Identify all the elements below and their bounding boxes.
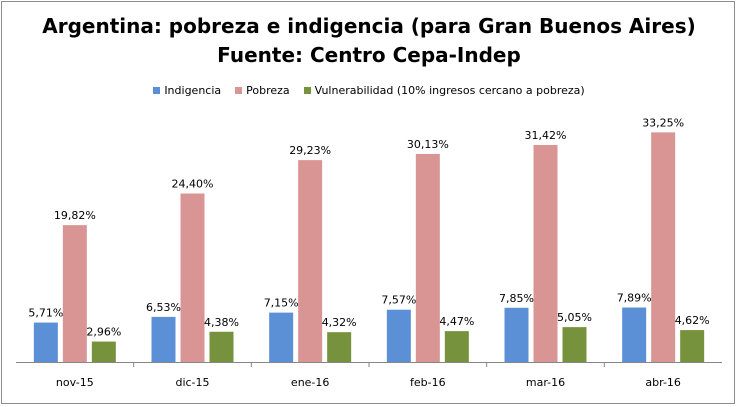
chart-title: Argentina: pobreza e indigencia (para Gr… <box>42 14 696 38</box>
bar <box>622 307 647 362</box>
x-tick-label: nov-15 <box>56 376 94 389</box>
x-tick-label: feb-16 <box>410 376 446 389</box>
bar <box>562 327 587 362</box>
legend-swatch <box>235 87 243 94</box>
bar <box>151 316 176 362</box>
legend-label: Vulnerabilidad (10% ingresos cercano a p… <box>314 84 585 97</box>
legend-item: Indigencia <box>153 84 221 97</box>
legend-item: Pobreza <box>235 84 290 97</box>
legend-label: Pobreza <box>246 84 290 97</box>
bar <box>327 332 352 362</box>
bar <box>62 225 87 362</box>
legend-item: Vulnerabilidad (10% ingresos cercano a p… <box>303 84 585 97</box>
data-label: 5,71% <box>28 307 63 320</box>
bar <box>415 153 440 362</box>
data-label: 7,85% <box>499 292 534 305</box>
legend-swatch <box>303 87 311 94</box>
data-label: 2,96% <box>86 326 121 339</box>
data-label: 6,53% <box>146 301 181 314</box>
bar <box>33 322 58 362</box>
data-label: 19,82% <box>54 209 96 222</box>
x-tick-label: ene-16 <box>291 376 329 389</box>
x-tick-label: dic-15 <box>175 376 209 389</box>
data-label: 24,40% <box>172 177 214 190</box>
bar <box>444 331 469 362</box>
legend-label: Indigencia <box>164 84 222 97</box>
data-label: 4,62% <box>675 314 710 327</box>
bar <box>91 341 116 362</box>
legend-swatch <box>153 87 161 94</box>
bar <box>269 312 294 362</box>
x-tick-label: mar-16 <box>526 376 565 389</box>
data-label: 4,38% <box>204 316 239 329</box>
x-tick-label: abr-16 <box>645 376 681 389</box>
chart-subtitle: Fuente: Centro Cepa-Indep <box>217 43 521 67</box>
bar <box>504 307 529 362</box>
data-label: 5,05% <box>557 311 592 324</box>
legend: Indigencia Pobreza Vulnerabilidad (10% ing… <box>0 84 738 97</box>
data-label: 4,47% <box>439 315 474 328</box>
bar <box>386 309 411 362</box>
bar <box>680 330 705 362</box>
bar <box>533 145 558 362</box>
bar <box>180 193 205 362</box>
data-label: 7,57% <box>381 294 416 307</box>
data-label: 33,25% <box>642 116 684 129</box>
bar <box>298 160 323 362</box>
data-label: 7,15% <box>264 297 299 310</box>
bar <box>651 132 676 362</box>
data-label: 29,23% <box>289 144 331 157</box>
data-label: 4,32% <box>322 316 357 329</box>
bar <box>209 331 234 362</box>
data-label: 31,42% <box>525 129 567 142</box>
data-label: 7,89% <box>617 292 652 305</box>
data-label: 30,13% <box>407 138 449 151</box>
